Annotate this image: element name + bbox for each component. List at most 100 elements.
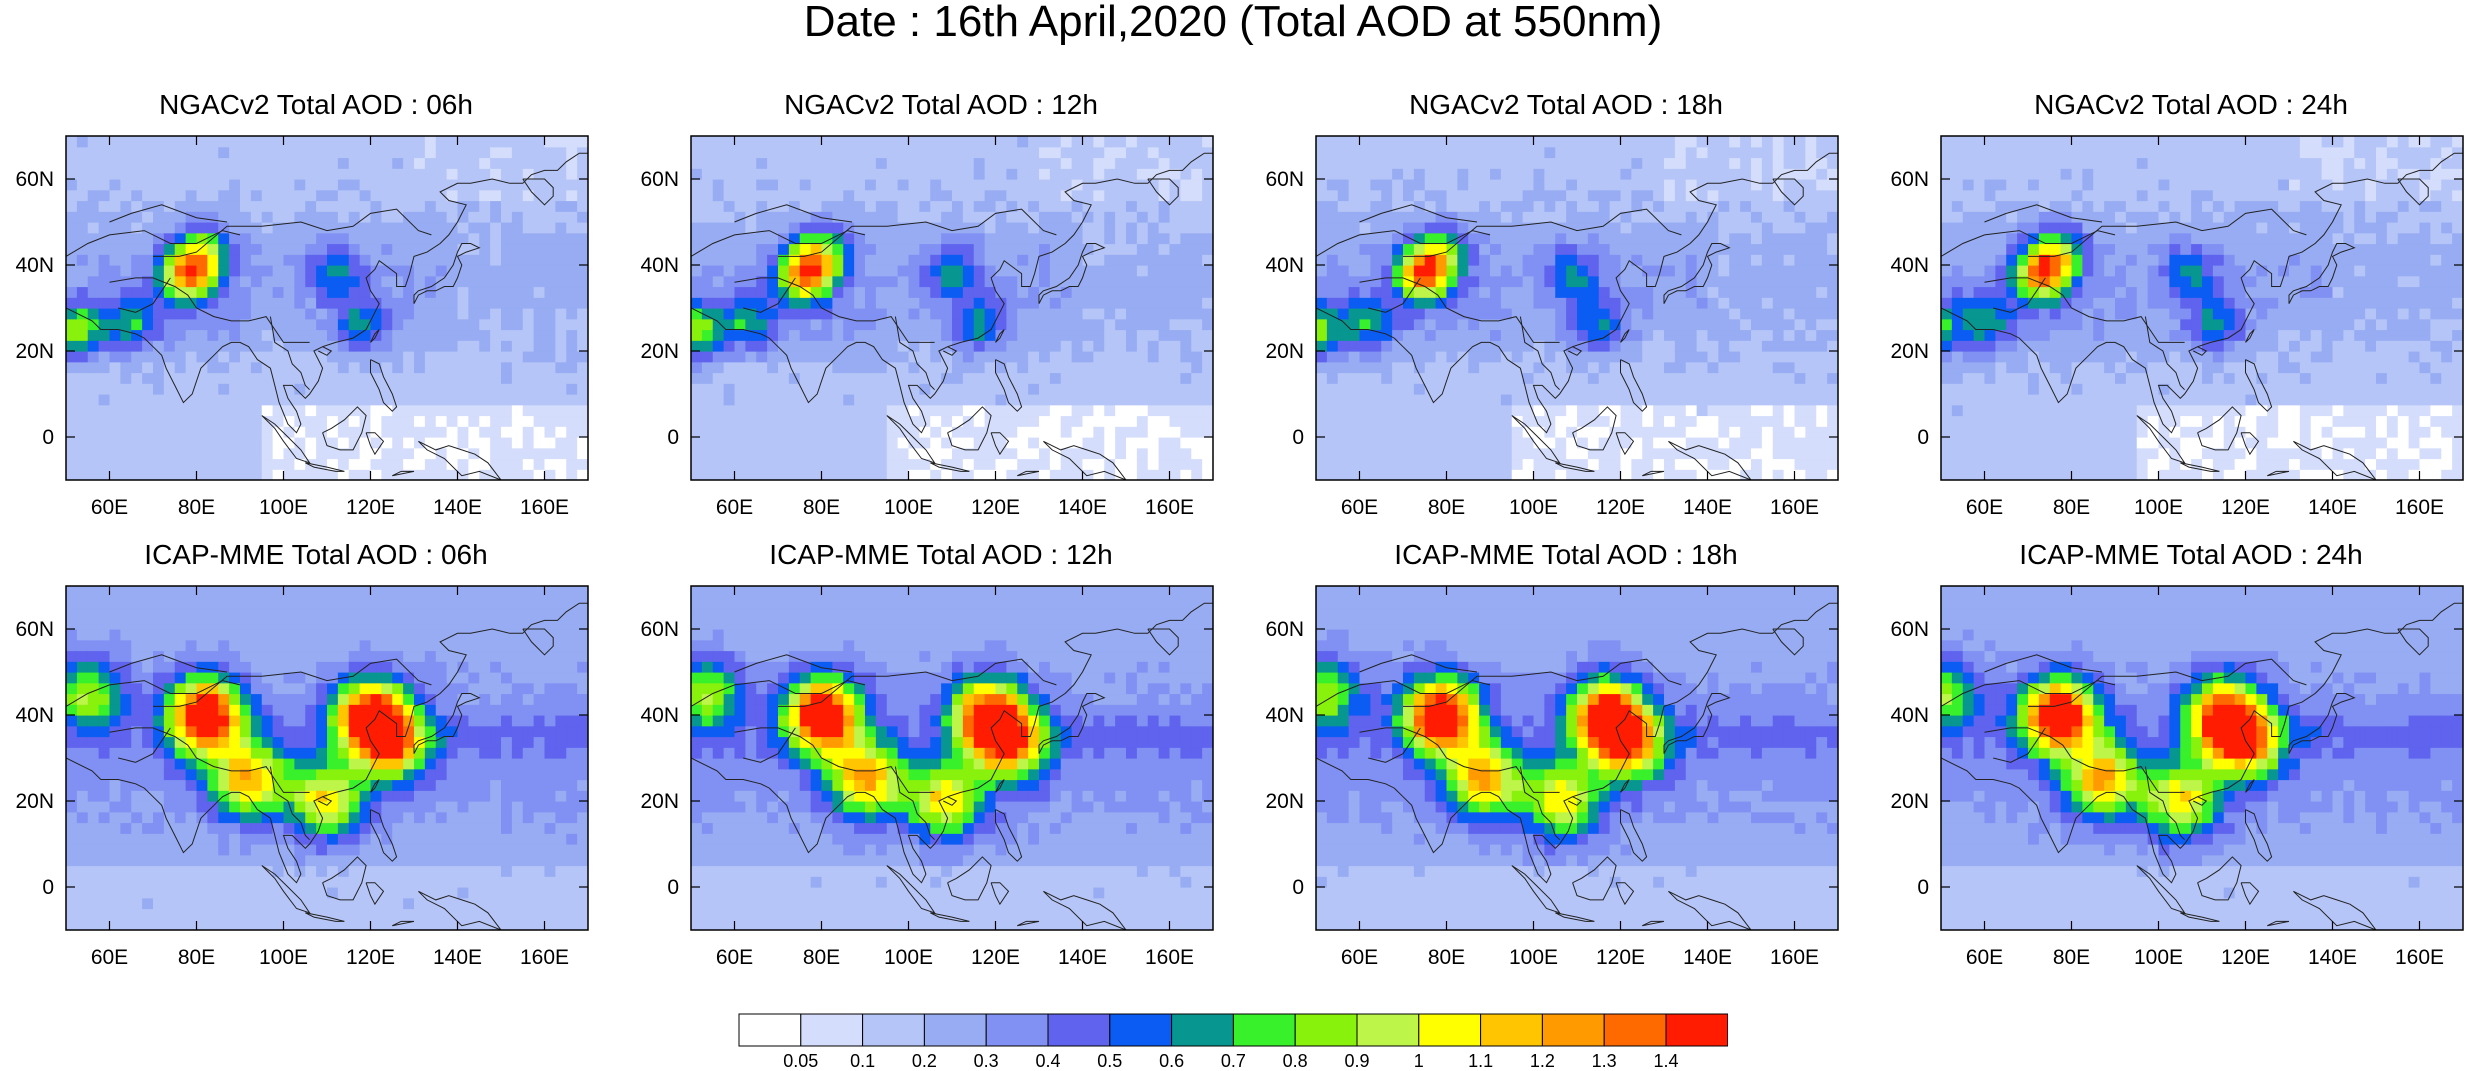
- x-tick-label: 80E: [1428, 496, 1465, 519]
- map-panel-ngac-06h: NGACv2 Total AOD : 06h 60E 80E 100E 120E 140E…: [6, 88, 626, 548]
- map-panel-ngac-24h: NGACv2 Total AOD : 24h 60E 80E 100E 120E 140E…: [1881, 88, 2466, 548]
- x-tick-label: 80E: [178, 946, 215, 969]
- colorbar-label: 0.4: [1035, 1051, 1060, 1071]
- map-frame: [1940, 135, 2464, 481]
- x-tick-label: 120E: [971, 496, 1020, 519]
- y-tick-label: 40N: [15, 704, 54, 727]
- coastlines: [1941, 152, 2463, 480]
- y-tick-label: 0: [667, 426, 679, 449]
- x-tick-label: 60E: [91, 946, 128, 969]
- map-frame: [1315, 585, 1839, 931]
- y-tick-label: 0: [667, 876, 679, 899]
- x-tick-label: 140E: [433, 496, 482, 519]
- colorbar-box: [862, 1013, 925, 1047]
- x-tick-label: 100E: [259, 946, 308, 969]
- colorbar-box: [1665, 1013, 1728, 1047]
- y-tick-label: 40N: [640, 254, 679, 277]
- y-tick-label: 20N: [1890, 340, 1929, 363]
- aod-field: [66, 136, 588, 480]
- y-tick-label: 60N: [15, 618, 54, 641]
- coastlines: [66, 152, 588, 480]
- x-tick-label: 80E: [178, 496, 215, 519]
- coastlines: [691, 152, 1213, 480]
- y-tick-label: 20N: [15, 340, 54, 363]
- colorbar-box: [1541, 1013, 1605, 1047]
- panel-title: NGACv2 Total AOD : 12h: [784, 89, 1098, 120]
- y-tick-label: 20N: [640, 790, 679, 813]
- map-frame: [65, 585, 589, 931]
- x-tick-label: 160E: [1145, 946, 1194, 969]
- x-tick-label: 120E: [1596, 496, 1645, 519]
- aod-map: 60E 80E 100E 120E 140E 160E 0 20N 40N 60N: [15, 585, 589, 969]
- aod-field: [66, 586, 588, 930]
- x-tick-label: 80E: [2053, 946, 2090, 969]
- x-tick-label: 120E: [346, 946, 395, 969]
- colorbar-label: 1.2: [1530, 1051, 1555, 1071]
- aod-map: 60E 80E 100E 120E 140E 160E 0 20N 40N 60N: [640, 585, 1214, 969]
- x-tick-label: 140E: [1058, 946, 1107, 969]
- x-tick-label: 60E: [1341, 946, 1378, 969]
- x-tick-label: 140E: [1683, 496, 1732, 519]
- y-tick-label: 60N: [1890, 168, 1929, 191]
- colorbar-box: [923, 1013, 987, 1047]
- map-frame: [1940, 585, 2464, 931]
- y-tick-label: 60N: [640, 618, 679, 641]
- y-tick-label: 0: [1917, 876, 1929, 899]
- x-tick-label: 140E: [1683, 946, 1732, 969]
- y-tick-label: 0: [1292, 876, 1304, 899]
- colorbar-box: [1603, 1013, 1667, 1047]
- x-tick-label: 160E: [520, 946, 569, 969]
- colorbar-box: [1109, 1013, 1173, 1047]
- colorbar-label: 1: [1414, 1051, 1424, 1071]
- x-tick-label: 100E: [884, 946, 933, 969]
- x-tick-label: 80E: [2053, 496, 2090, 519]
- y-tick-label: 20N: [1265, 340, 1304, 363]
- colorbar-label: 0.3: [974, 1051, 999, 1071]
- colorbar-label: 0.1: [850, 1051, 875, 1071]
- colorbar-box: [1047, 1013, 1111, 1047]
- y-tick-label: 0: [42, 426, 54, 449]
- colorbar-boxes: [738, 1013, 1728, 1047]
- coastlines: [1316, 152, 1838, 480]
- aod-map: 60E 80E 100E 120E 140E 160E 0 20N 40N 60N: [1265, 135, 1839, 519]
- y-tick-label: 60N: [640, 168, 679, 191]
- aod-map: 60E 80E 100E 120E 140E 160E 0 20N 40N 60N: [1890, 585, 2464, 969]
- map-frame: [1315, 135, 1839, 481]
- panel-title: ICAP-MME Total AOD : 24h: [2019, 539, 2363, 570]
- map-panel-icap-18h: ICAP-MME Total AOD : 18h 60E 80E 100E 120E 14…: [1256, 538, 1876, 998]
- aod-map: 60E 80E 100E 120E 140E 160E 0 20N 40N 60N: [640, 135, 1214, 519]
- colorbar-label: 1.1: [1468, 1051, 1493, 1071]
- map-panel-icap-12h: ICAP-MME Total AOD : 12h 60E 80E 100E 120E 14…: [631, 538, 1251, 998]
- figure-title: Date : 16th April,2020 (Total AOD at 550…: [803, 0, 1663, 46]
- colorbar: 0.05 0.1 0.2 0.3 0.4 0.5 0.6 0.7 0.8 0.9 1 1.1 1.2 1.…: [738, 1013, 1728, 1071]
- x-tick-label: 80E: [803, 946, 840, 969]
- y-tick-label: 40N: [1890, 254, 1929, 277]
- aod-field: [691, 136, 1213, 480]
- x-tick-label: 60E: [1341, 496, 1378, 519]
- x-tick-label: 140E: [2308, 946, 2357, 969]
- map-panel-ngac-18h: NGACv2 Total AOD : 18h 60E 80E 100E 120E 140E…: [1256, 88, 1876, 548]
- x-tick-label: 160E: [1770, 946, 1819, 969]
- x-tick-label: 100E: [2134, 946, 2183, 969]
- x-tick-label: 160E: [1770, 496, 1819, 519]
- aod-field: [1941, 586, 2463, 930]
- x-tick-label: 120E: [1596, 946, 1645, 969]
- x-tick-label: 100E: [2134, 496, 2183, 519]
- map-panel-ngac-12h: NGACv2 Total AOD : 12h 60E 80E 100E 120E 140E…: [631, 88, 1251, 548]
- aod-map: 60E 80E 100E 120E 140E 160E 0 20N 40N 60N: [1890, 135, 2464, 519]
- colorbar-label: 0.2: [912, 1051, 937, 1071]
- map-frame: [690, 135, 1214, 481]
- colorbar-box: [1171, 1013, 1234, 1047]
- colorbar-label: 0.8: [1283, 1051, 1308, 1071]
- x-tick-label: 120E: [971, 946, 1020, 969]
- aod-map: 60E 80E 100E 120E 140E 160E 0 20N 40N 60N: [15, 135, 589, 519]
- colorbar-box: [985, 1013, 1049, 1047]
- panel-title: ICAP-MME Total AOD : 12h: [769, 539, 1113, 570]
- y-tick-label: 0: [42, 876, 54, 899]
- panel-title: NGACv2 Total AOD : 06h: [159, 89, 473, 120]
- colorbar-label: 1.3: [1592, 1051, 1617, 1071]
- aod-field: [1316, 136, 1838, 480]
- colorbar-box: [1418, 1013, 1482, 1047]
- x-tick-label: 80E: [803, 496, 840, 519]
- coastlines: [66, 602, 588, 930]
